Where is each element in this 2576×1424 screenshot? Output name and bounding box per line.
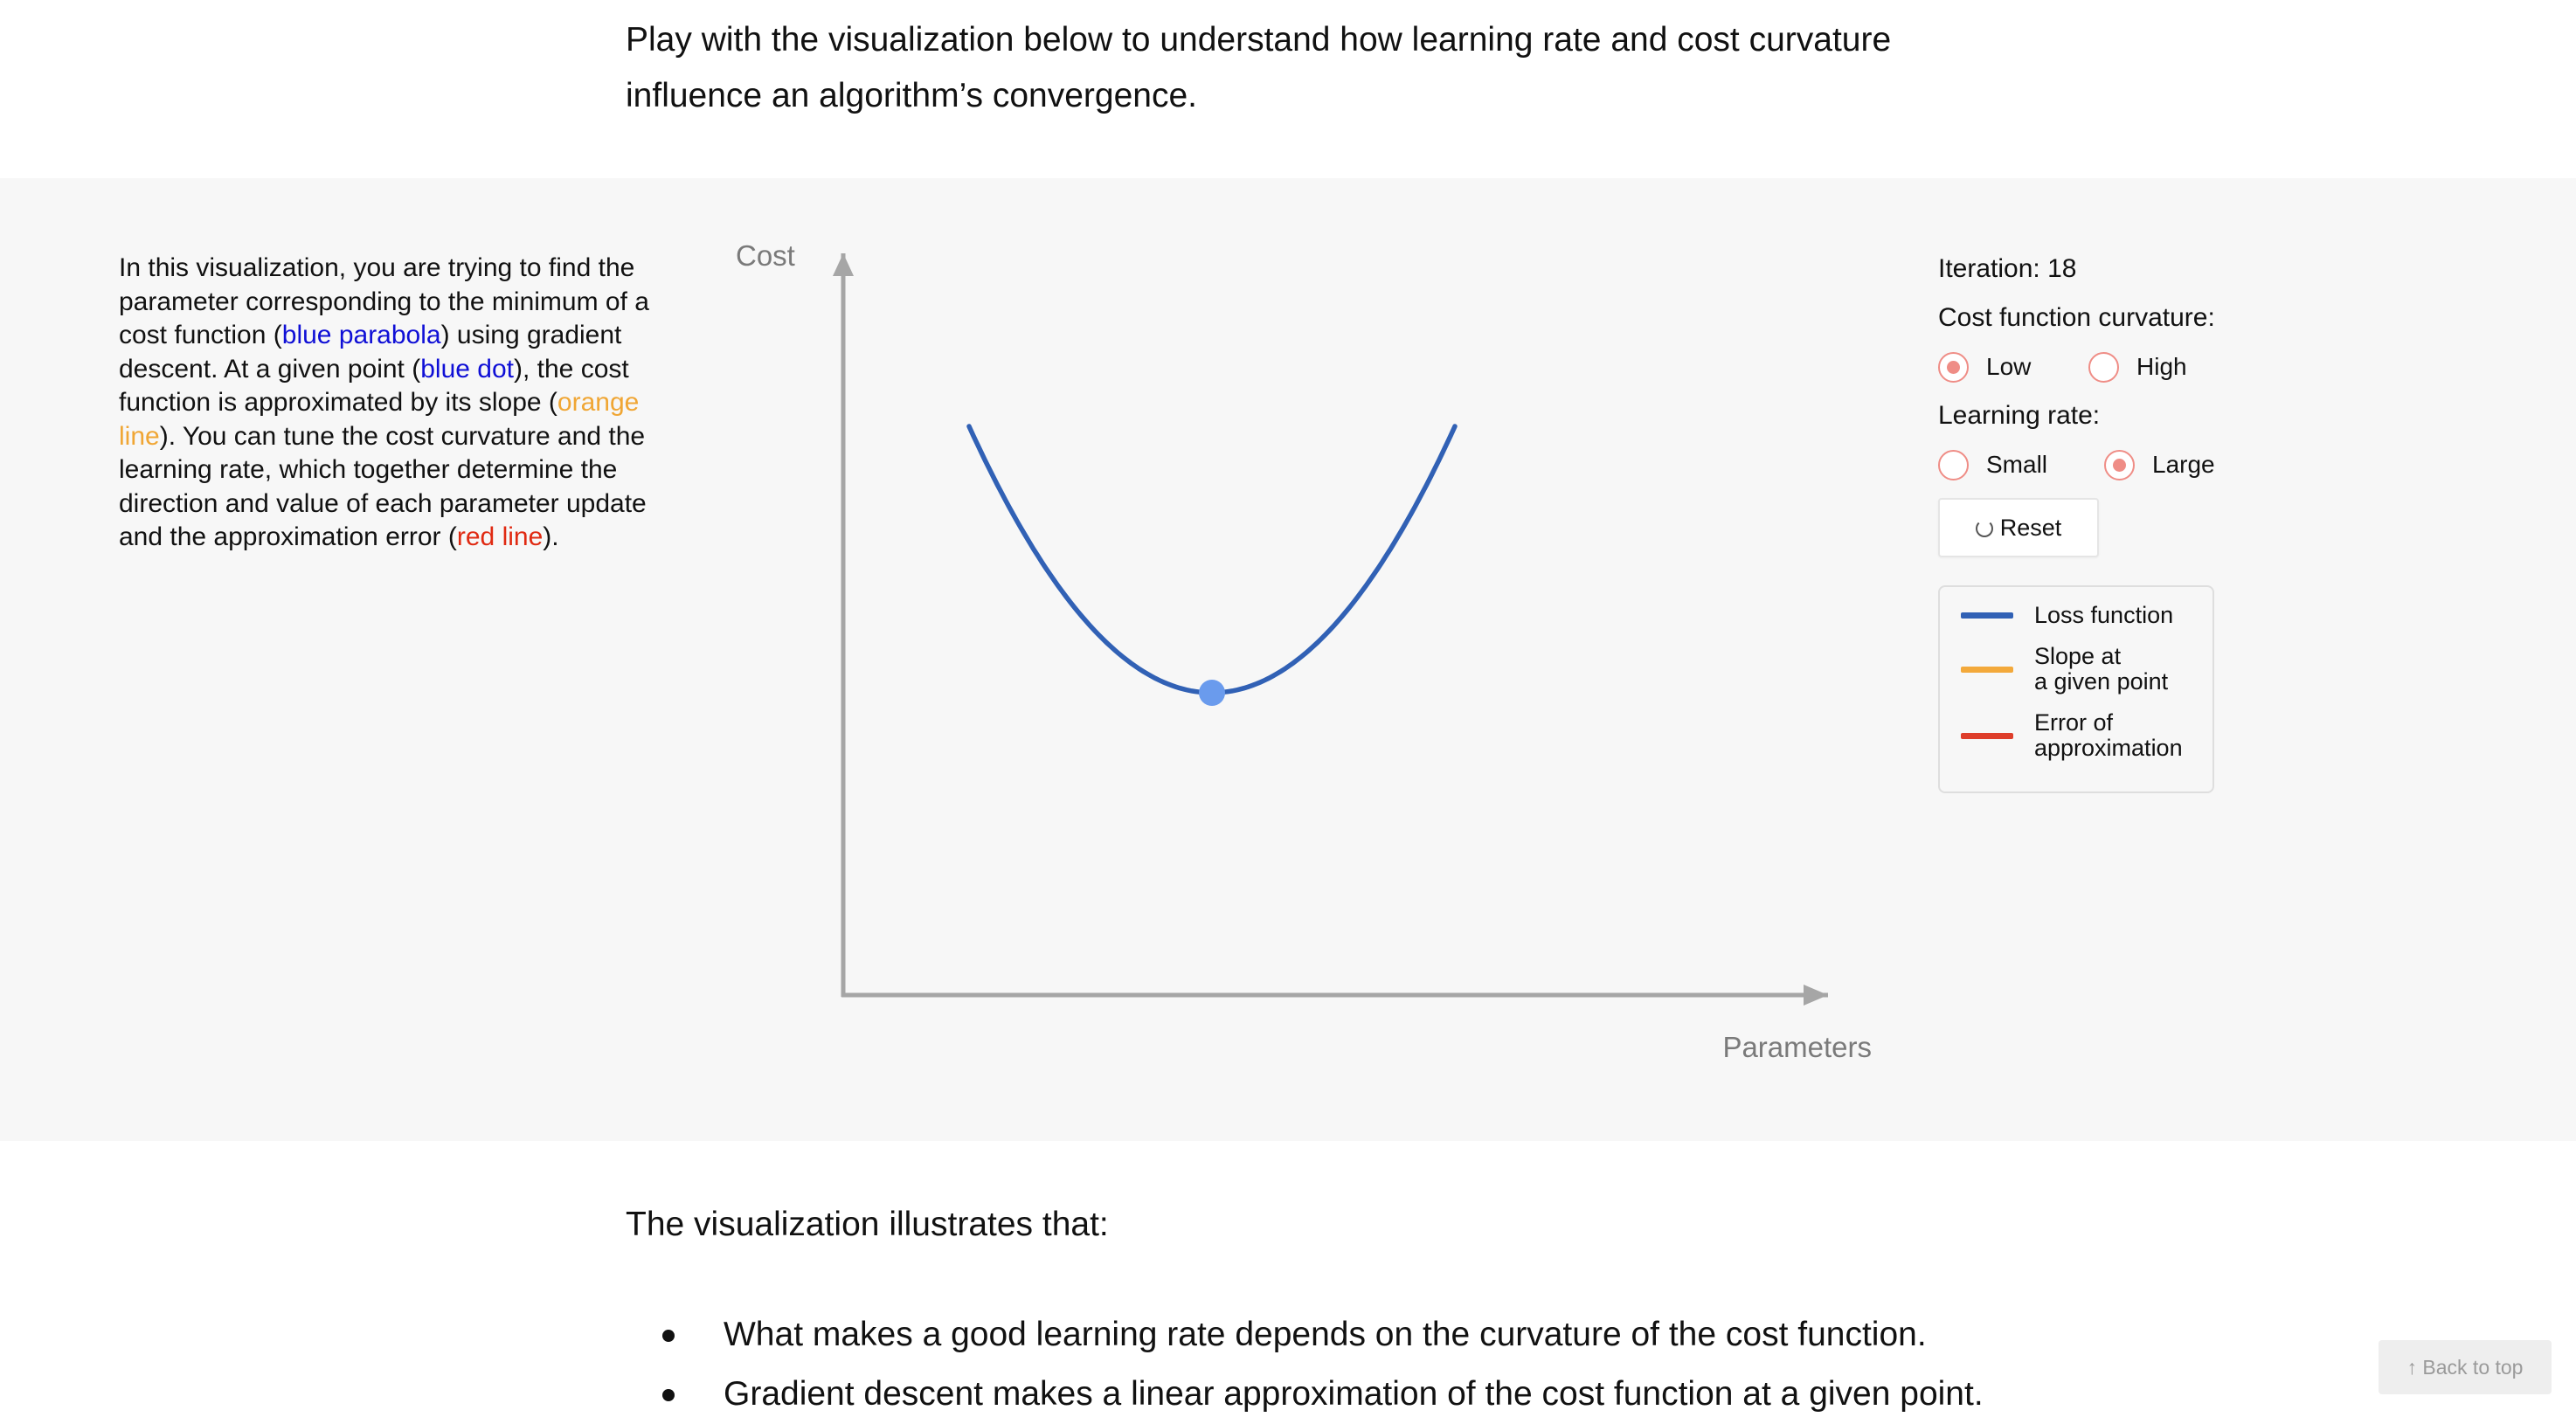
gradient-descent-chart[interactable]: Cost Parameters	[725, 236, 1896, 1075]
legend-item-loss: Loss function	[1961, 603, 2212, 628]
list-item: What makes a good learning rate depends …	[626, 1305, 1984, 1365]
radio-low[interactable]	[1938, 351, 1969, 383]
intro-line-1: Play with the visualization below to und…	[626, 21, 1892, 59]
back-to-top-button[interactable]: ↑ Back to top	[2379, 1340, 2552, 1394]
legend-item-error: Error of approximation	[1961, 710, 2212, 761]
legend-swatch-slope	[1961, 666, 2013, 673]
current-point-dot[interactable]	[1199, 680, 1225, 706]
bullet-icon	[662, 1330, 675, 1342]
orange-line-text: orange line	[119, 388, 640, 451]
controls-panel: Iteration: 18 Cost function curvature: L…	[1938, 252, 2305, 793]
radio-small[interactable]	[1938, 449, 1969, 480]
y-axis-arrow	[833, 253, 854, 276]
learning-rate-option-large[interactable]: Large	[2104, 449, 2215, 480]
iteration-counter: Iteration: 18	[1938, 254, 2077, 283]
refresh-icon	[1975, 520, 1993, 537]
list-item: Gradient descent makes a linear approxim…	[626, 1365, 1984, 1424]
x-axis-label: Parameters	[1722, 1031, 1872, 1063]
curvature-radio-group: Low High	[1938, 348, 2305, 386]
curvature-option-low[interactable]: Low	[1938, 351, 2088, 383]
conclusion-list: What makes a good learning rate depends …	[626, 1305, 1984, 1424]
loss-function-curve	[966, 424, 1458, 695]
legend-swatch-error	[1961, 732, 2013, 739]
y-axis-label: Cost	[736, 239, 795, 272]
chart-legend: Loss function Slope at a given point Erro…	[1938, 585, 2214, 793]
visualization-description: In this visualization, you are trying to…	[119, 253, 649, 551]
intro-paragraph: Play with the visualization below to und…	[626, 12, 1919, 124]
curvature-label: Cost function curvature:	[1938, 303, 2215, 332]
learning-rate-label: Learning rate:	[1938, 401, 2101, 430]
learning-rate-option-small[interactable]: Small	[1938, 449, 2104, 480]
conclusion-title: The visualization illustrates that:	[626, 1206, 1109, 1243]
curvature-option-high[interactable]: High	[2088, 351, 2187, 383]
bullet-icon	[662, 1389, 675, 1401]
radio-high[interactable]	[2088, 351, 2119, 383]
radio-large[interactable]	[2104, 449, 2135, 480]
blue-parabola-text: blue parabola	[281, 321, 441, 349]
reset-button[interactable]: Reset	[1938, 498, 2099, 557]
x-axis-arrow	[1804, 985, 1828, 1006]
intro-line-2: influence an algorithm’s convergence.	[626, 77, 1198, 114]
legend-item-slope: Slope at a given point	[1961, 644, 2212, 695]
red-line-text: red line	[456, 522, 544, 551]
blue-dot-text: blue dot	[420, 354, 514, 384]
learning-rate-radio-group: Small Large	[1938, 446, 2305, 484]
legend-swatch-loss	[1961, 612, 2013, 619]
